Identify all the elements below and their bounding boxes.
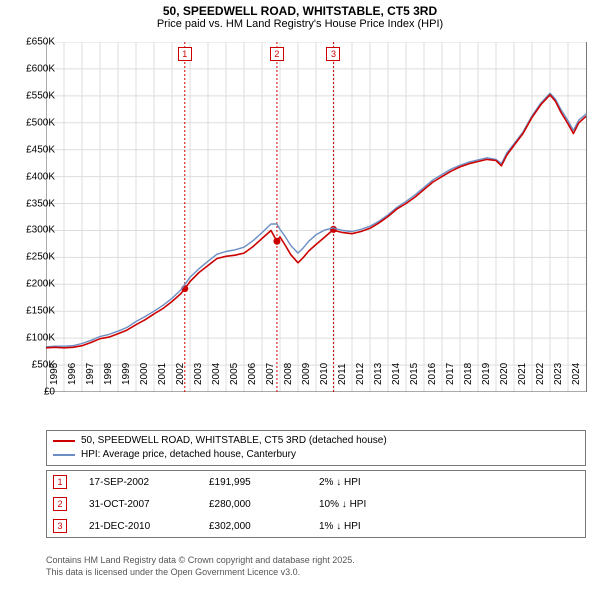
x-tick-label: 2008 <box>283 363 294 385</box>
y-tick-label: £450K <box>15 144 55 155</box>
x-tick-label: 2018 <box>463 363 474 385</box>
sale-price: £280,000 <box>209 499 319 510</box>
x-tick-label: 2012 <box>355 363 366 385</box>
sale-diff: 10% ↓ HPI <box>319 499 579 510</box>
y-tick-label: £650K <box>15 37 55 48</box>
y-tick-label: £300K <box>15 225 55 236</box>
x-tick-label: 2015 <box>409 363 420 385</box>
sale-row: 2 31-OCT-2007£280,00010% ↓ HPI <box>47 493 585 515</box>
x-tick-label: 2014 <box>391 363 402 385</box>
x-tick-label: 2007 <box>265 363 276 385</box>
sale-marker-2: 2 <box>270 47 284 61</box>
x-tick-label: 2009 <box>301 363 312 385</box>
y-tick-label: £100K <box>15 333 55 344</box>
y-tick-label: £200K <box>15 279 55 290</box>
sale-price: £191,995 <box>209 477 319 488</box>
x-tick-label: 1999 <box>121 363 132 385</box>
chart-plot-area <box>46 42 587 392</box>
y-tick-label: £250K <box>15 252 55 263</box>
x-tick-label: 2004 <box>211 363 222 385</box>
sale-diff: 1% ↓ HPI <box>319 521 579 532</box>
sale-date: 21-DEC-2010 <box>89 521 209 532</box>
x-tick-label: 2003 <box>193 363 204 385</box>
y-tick-label: £500K <box>15 117 55 128</box>
y-tick-label: £0 <box>15 387 55 398</box>
chart-svg <box>46 42 586 392</box>
x-tick-label: 2010 <box>319 363 330 385</box>
legend-item: HPI: Average price, detached house, Cant… <box>53 448 579 462</box>
x-tick-label: 2005 <box>229 363 240 385</box>
y-tick-label: £150K <box>15 306 55 317</box>
x-tick-label: 1996 <box>67 363 78 385</box>
x-tick-label: 2024 <box>571 363 582 385</box>
x-tick-label: 2000 <box>139 363 150 385</box>
sale-num-box: 3 <box>53 519 67 533</box>
x-tick-label: 2001 <box>157 363 168 385</box>
sale-row: 3 21-DEC-2010£302,0001% ↓ HPI <box>47 515 585 537</box>
footnote-line2: This data is licensed under the Open Gov… <box>46 566 586 578</box>
x-tick-label: 2019 <box>481 363 492 385</box>
legend-swatch <box>53 454 75 456</box>
footnote: Contains HM Land Registry data © Crown c… <box>46 554 586 578</box>
legend-swatch <box>53 440 75 442</box>
sale-row: 1 17-SEP-2002£191,9952% ↓ HPI <box>47 471 585 493</box>
legend-label: 50, SPEEDWELL ROAD, WHITSTABLE, CT5 3RD … <box>81 434 387 448</box>
x-tick-label: 2016 <box>427 363 438 385</box>
x-tick-label: 1998 <box>103 363 114 385</box>
x-tick-label: 2022 <box>535 363 546 385</box>
legend: 50, SPEEDWELL ROAD, WHITSTABLE, CT5 3RD … <box>46 430 586 466</box>
chart-subtitle: Price paid vs. HM Land Registry's House … <box>0 18 600 34</box>
sale-date: 17-SEP-2002 <box>89 477 209 488</box>
x-tick-label: 2021 <box>517 363 528 385</box>
x-tick-label: 2020 <box>499 363 510 385</box>
sale-price: £302,000 <box>209 521 319 532</box>
x-tick-label: 2002 <box>175 363 186 385</box>
sale-marker-3: 3 <box>326 47 340 61</box>
x-tick-label: 2006 <box>247 363 258 385</box>
x-tick-label: 1995 <box>49 363 60 385</box>
x-tick-label: 1997 <box>85 363 96 385</box>
x-tick-label: 2011 <box>337 363 348 385</box>
y-tick-label: £550K <box>15 90 55 101</box>
sale-num-box: 2 <box>53 497 67 511</box>
sale-diff: 2% ↓ HPI <box>319 477 579 488</box>
x-tick-label: 2023 <box>553 363 564 385</box>
y-tick-label: £350K <box>15 198 55 209</box>
y-tick-label: £600K <box>15 63 55 74</box>
sale-num-box: 1 <box>53 475 67 489</box>
sale-date: 31-OCT-2007 <box>89 499 209 510</box>
x-tick-label: 2017 <box>445 363 456 385</box>
x-tick-label: 2013 <box>373 363 384 385</box>
legend-label: HPI: Average price, detached house, Cant… <box>81 448 296 462</box>
chart-title: 50, SPEEDWELL ROAD, WHITSTABLE, CT5 3RD <box>0 0 600 18</box>
sale-marker-1: 1 <box>178 47 192 61</box>
footnote-line1: Contains HM Land Registry data © Crown c… <box>46 554 586 566</box>
sales-table: 1 17-SEP-2002£191,9952% ↓ HPI 2 31-OCT-2007… <box>46 470 586 538</box>
y-tick-label: £400K <box>15 171 55 182</box>
legend-item: 50, SPEEDWELL ROAD, WHITSTABLE, CT5 3RD … <box>53 434 579 448</box>
